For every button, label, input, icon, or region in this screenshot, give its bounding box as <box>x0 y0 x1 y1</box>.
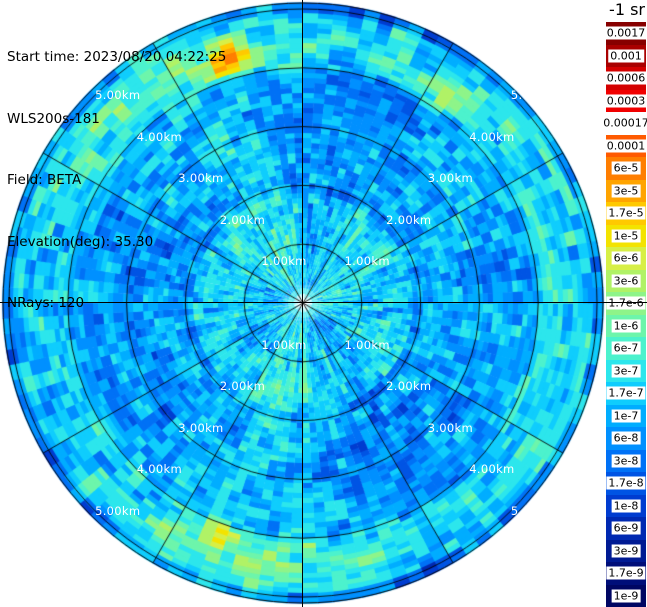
colorbar-segment: 0.0006 <box>604 67 647 90</box>
colorbar-tick-label: 6e-8 <box>611 431 641 445</box>
field-text: Field: BETA <box>7 172 82 188</box>
colorbar-segment: 1.7e-7 <box>606 382 646 405</box>
colorbar-segment: 6e-9 <box>606 517 646 540</box>
colorbar-segment: 3e-8 <box>606 449 646 472</box>
colorbar-tick-label: 1.7e-6 <box>606 296 646 310</box>
vertical-axis-line <box>302 0 303 607</box>
nrays-text: NRays: 120 <box>7 295 85 311</box>
colorbar-tick-label: 1e-7 <box>611 409 641 423</box>
colorbar-tick-label: 1.7e-7 <box>606 386 646 400</box>
colorbar-tick-label: 6e-6 <box>611 251 641 265</box>
start-time-text: Start time: 2023/08/20 04:22:25 <box>7 49 227 65</box>
colorbar-segment: 1e-6 <box>606 314 646 337</box>
colorbar-segment: 0.0003 <box>604 89 647 112</box>
elevation-text: Elevation(deg): 35.30 <box>7 233 154 250</box>
colorbar-segment: 1.7e-6 <box>606 292 646 315</box>
colorbar-segment: 1e-9 <box>606 584 646 607</box>
colorbar-segment: 6e-7 <box>606 337 646 360</box>
colorbar-tick-label: 3e-6 <box>611 274 641 288</box>
colorbar-tick-label: 6e-5 <box>611 161 641 175</box>
horizontal-axis-line <box>0 302 647 303</box>
colorbar-segment: 3e-9 <box>606 539 646 562</box>
colorbar-tick-label: 3e-7 <box>611 364 641 378</box>
colorbar-tick-label: 6e-9 <box>611 521 641 535</box>
colorbar-tick-label: 3e-9 <box>611 544 641 558</box>
colorbar-tick-label: 1.7e-9 <box>606 566 646 580</box>
colorbar-segment: 6e-6 <box>606 247 646 270</box>
colorbar-segment: 1e-8 <box>606 494 646 517</box>
colorbar-segment: 3e-6 <box>606 269 646 292</box>
colorbar-tick-label: 1e-9 <box>611 589 641 603</box>
colorbar-segment: 6e-5 <box>606 157 646 180</box>
colorbar-tick-label: 6e-7 <box>611 341 641 355</box>
colorbar-segment: 0.0001 <box>604 134 647 157</box>
colorbar-segment: 3e-5 <box>606 179 646 202</box>
colorbar-tick-label: 3e-5 <box>611 184 641 198</box>
colorbar-tick-label: 0.0003 <box>604 94 647 108</box>
colorbar-tick-label: 0.001 <box>608 49 644 63</box>
colorbar-segment: 1e-5 <box>606 224 646 247</box>
colorbar-segment: 1.7e-8 <box>606 472 646 495</box>
colorbar-tick-label: 0.0017 <box>604 26 647 40</box>
colorbar-segment: 0.0017 <box>604 22 647 45</box>
colorbar: 0.0017 0.001 0.0006 0.0003 0.00017 0.0001 6e-5… <box>603 22 647 607</box>
colorbar-segment: 0.00017 <box>603 112 647 135</box>
colorbar-segment: 3e-7 <box>606 359 646 382</box>
colorbar-segment: 6e-8 <box>606 427 646 450</box>
colorbar-tick-label: 1e-8 <box>611 499 641 513</box>
colorbar-tick-label: 1e-6 <box>611 319 641 333</box>
colorbar-units-title: -1 sr <box>609 0 645 19</box>
colorbar-tick-label: 1.7e-5 <box>606 206 646 220</box>
colorbar-tick-label: 0.0006 <box>604 71 647 85</box>
colorbar-tick-label: 1e-5 <box>611 229 641 243</box>
colorbar-segment: 0.001 <box>606 44 646 67</box>
colorbar-tick-label: 0.0001 <box>604 139 647 153</box>
colorbar-tick-label: 3e-8 <box>611 454 641 468</box>
instrument-text: WLS200s-181 <box>7 110 100 127</box>
colorbar-tick-label: 0.00017 <box>603 116 647 130</box>
colorbar-segment: 1.7e-5 <box>606 202 646 225</box>
colorbar-segment: 1.7e-9 <box>606 562 646 585</box>
scan-info-block: Start time: 2023/08/20 04:22:25 WLS200s-… <box>7 6 226 334</box>
colorbar-segment: 1e-7 <box>606 404 646 427</box>
colorbar-tick-label: 1.7e-8 <box>606 476 646 490</box>
